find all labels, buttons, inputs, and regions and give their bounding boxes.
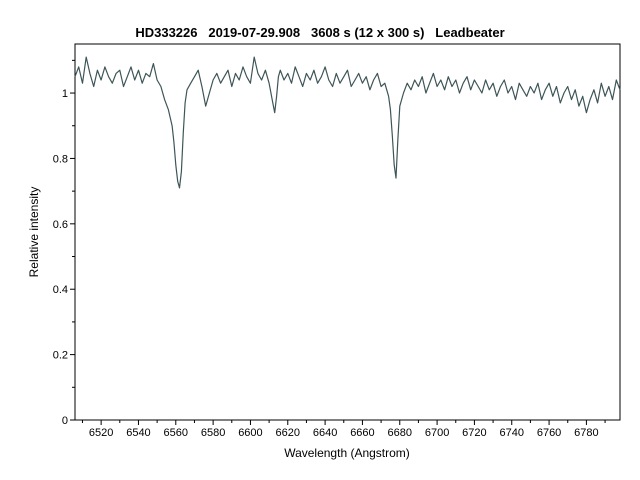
x-tick-label: 6760 (537, 427, 561, 439)
x-tick-label: 6680 (388, 427, 412, 439)
y-axis-label: Relative intensity (27, 187, 41, 278)
y-tick-label: 0.6 (53, 219, 68, 231)
plot-area (74, 43, 621, 421)
x-tick-label: 6520 (89, 427, 113, 439)
x-tick-label: 6580 (201, 427, 225, 439)
x-tick-label: 6740 (500, 427, 524, 439)
x-tick-label: 6560 (164, 427, 188, 439)
x-tick-label: 6660 (350, 427, 374, 439)
x-tick-label: 6780 (574, 427, 598, 439)
x-tick-label: 6640 (313, 427, 337, 439)
y-tick-label: 0.4 (53, 284, 68, 296)
spectrum-line (74, 56, 621, 189)
y-tick-label: 0.8 (53, 153, 68, 165)
y-axis: 0 0.2 0.4 0.6 0.8 1 (53, 59, 75, 427)
x-tick-label: 6720 (462, 427, 486, 439)
chart-title: HD333226 2019-07-29.908 3608 s (12 x 300… (135, 25, 504, 40)
x-axis-label: Wavelength (Angstrom) (284, 446, 410, 460)
x-tick-label: 6540 (126, 427, 150, 439)
x-tick-label: 6620 (276, 427, 300, 439)
y-tick-label: 0 (62, 415, 68, 427)
x-tick-label: 6600 (238, 427, 262, 439)
plot-frame (74, 43, 621, 421)
y-tick-label: 1 (62, 88, 68, 100)
x-axis: 6520 6540 6560 6580 6600 6620 6640 6660 6680 6700… (81, 420, 606, 439)
y-tick-label: 0.2 (53, 350, 68, 362)
x-tick-label: 6700 (425, 427, 449, 439)
